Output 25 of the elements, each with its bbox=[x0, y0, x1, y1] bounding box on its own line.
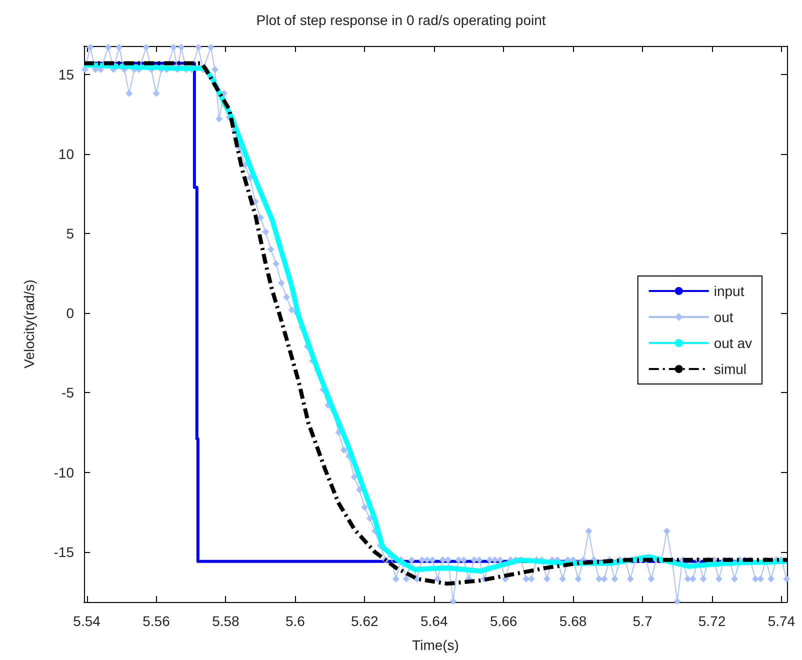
x-tick-label: 5.6 bbox=[285, 613, 306, 629]
x-tick-label: 5.58 bbox=[212, 613, 240, 629]
x-tick-label: 5.68 bbox=[559, 613, 587, 629]
y-axis-title: Velocity(rad/s) bbox=[21, 280, 37, 368]
chart-title: Plot of step response in 0 rad/s operating point bbox=[256, 12, 546, 28]
legend-label: input bbox=[714, 283, 744, 299]
x-tick-label: 5.72 bbox=[698, 613, 726, 629]
y-tick-label: 10 bbox=[58, 146, 74, 162]
y-tick-label: 0 bbox=[66, 305, 74, 322]
x-axis-title: Time(s) bbox=[412, 637, 459, 653]
x-tick-label: 5.54 bbox=[73, 613, 101, 629]
x-tick-label: 5.62 bbox=[351, 613, 378, 629]
x-tick-label: 5.56 bbox=[142, 613, 170, 629]
x-tick-label: 5.7 bbox=[632, 613, 652, 629]
y-tick-label: -5 bbox=[62, 384, 74, 401]
legend-label: out bbox=[714, 309, 734, 325]
y-tick-label: 5 bbox=[66, 226, 74, 242]
x-tick-label: 5.66 bbox=[490, 613, 518, 629]
y-tick-label: 15 bbox=[58, 66, 74, 82]
y-tick-label: -15 bbox=[54, 544, 74, 560]
legend-label: out av bbox=[714, 335, 752, 351]
y-tick-label: -10 bbox=[54, 464, 74, 480]
x-tick-label: 5.64 bbox=[420, 613, 448, 629]
legend-label: simul bbox=[714, 361, 747, 377]
x-tick-label: 5.74 bbox=[768, 613, 796, 629]
